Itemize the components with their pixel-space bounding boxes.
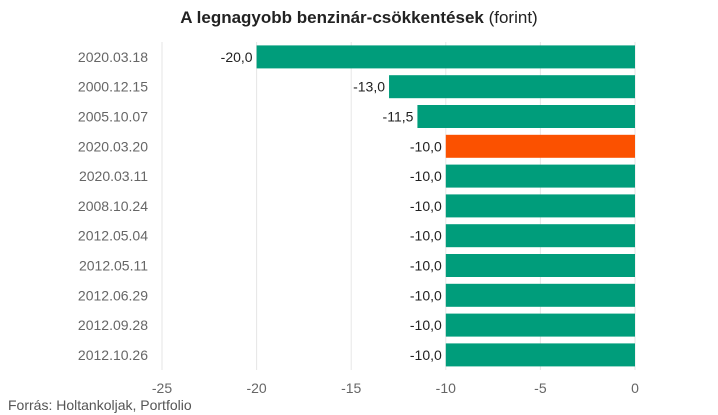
chart-title: A legnagyobb benzinár-csökkentések (fori… <box>0 8 718 28</box>
data-label: -11,5 <box>383 109 414 125</box>
chart-title-main: A legnagyobb benzinár-csökkentések <box>180 8 484 27</box>
category-label: 2012.10.26 <box>78 347 148 363</box>
bar <box>445 194 635 218</box>
category-label: 2020.03.11 <box>79 168 148 184</box>
data-label: -13,0 <box>353 79 385 95</box>
category-label: 2012.05.11 <box>79 258 148 274</box>
bar <box>256 45 635 69</box>
data-label: -10,0 <box>410 228 442 244</box>
data-label: -10,0 <box>410 198 442 214</box>
data-label: -10,0 <box>410 258 442 274</box>
category-label: 2012.05.04 <box>78 228 148 244</box>
chart-title-unit: (forint) <box>488 8 538 27</box>
category-label: 2012.06.29 <box>78 287 148 303</box>
bar <box>445 224 635 248</box>
category-label: 2020.03.18 <box>78 49 148 65</box>
x-tick-label: -25 <box>152 380 172 396</box>
source-note: Forrás: Holtankoljak, Portfolio <box>8 397 192 413</box>
bar-highlight <box>445 134 635 158</box>
bar <box>445 254 635 277</box>
data-label: -10,0 <box>410 347 442 363</box>
category-label: 2000.12.15 <box>78 79 148 95</box>
x-tick-label: -20 <box>246 380 266 396</box>
bar <box>389 75 635 99</box>
x-tick-label: -10 <box>436 380 456 396</box>
bar <box>445 283 635 307</box>
bar <box>445 164 635 188</box>
bar <box>445 343 635 367</box>
bar <box>445 313 635 337</box>
data-label: -10,0 <box>410 138 442 154</box>
data-label: -20,0 <box>221 49 253 65</box>
data-label: -10,0 <box>410 317 442 333</box>
category-label: 2012.09.28 <box>78 317 148 333</box>
data-label: -10,0 <box>410 168 442 184</box>
category-label: 2008.10.24 <box>78 198 148 214</box>
data-label: -10,0 <box>410 287 442 303</box>
x-tick-label: -15 <box>341 380 361 396</box>
bar <box>417 105 635 128</box>
category-label: 2020.03.20 <box>78 138 148 154</box>
x-tick-label: 0 <box>631 380 639 396</box>
category-label: 2005.10.07 <box>78 109 148 125</box>
x-tick-label: -5 <box>534 380 547 396</box>
